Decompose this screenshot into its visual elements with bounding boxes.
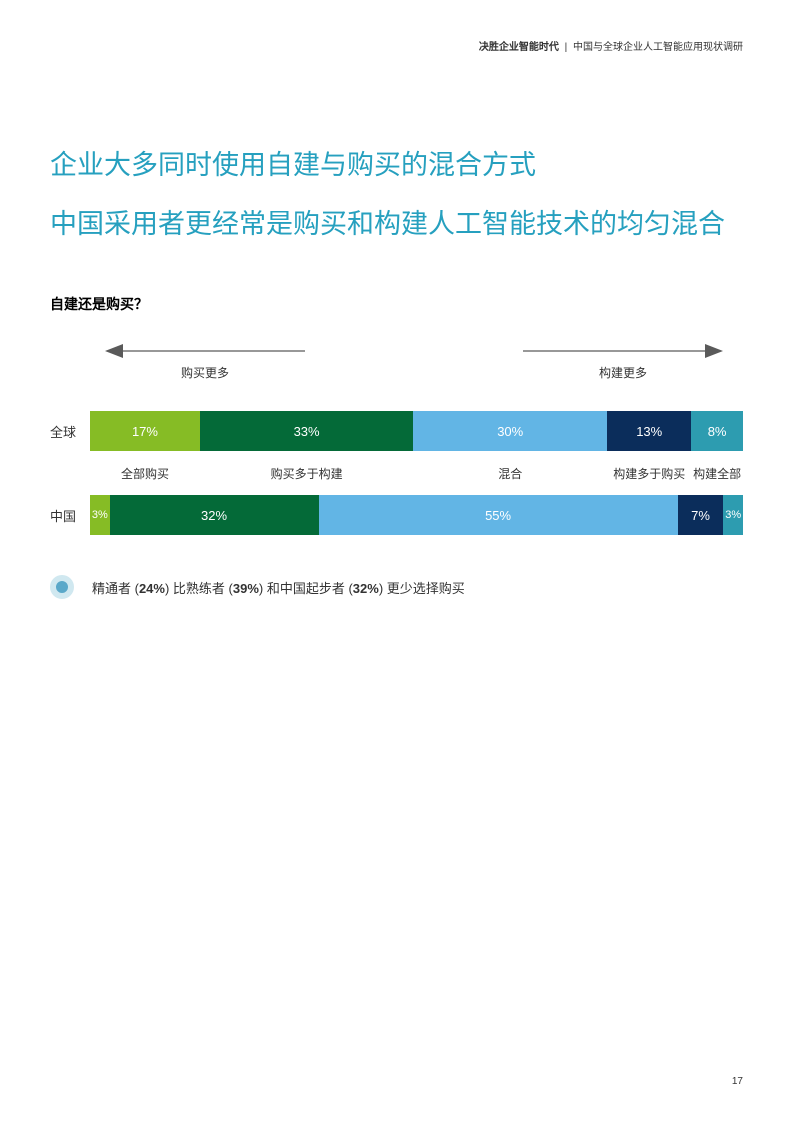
bar-segment: 17% — [90, 411, 200, 451]
bar-segment: 32% — [110, 495, 319, 535]
heading-block: 企业大多同时使用自建与购买的混合方式 中国采用者更经常是购买和构建人工智能技术的… — [50, 145, 743, 244]
arrow-row: 购买更多 构建更多 — [50, 344, 743, 381]
category-label: 全部购买 — [90, 465, 200, 482]
arrow-left-group: 购买更多 — [105, 344, 305, 381]
arrow-right-label: 构建更多 — [599, 364, 647, 381]
bar-segment: 33% — [200, 411, 413, 451]
bar-segment: 3% — [723, 495, 743, 535]
category-row: 全部购买购买多于构建混合构建多于购买构建全部 — [90, 459, 743, 487]
insight-text: 精通者 (24%) 比熟练者 (39%) 和中国起步者 (32%) 更少选择购买 — [92, 578, 465, 597]
category-label: 购买多于构建 — [200, 465, 413, 482]
header-rest: 中国与全球企业人工智能应用现状调研 — [573, 42, 743, 53]
insight-row: 精通者 (24%) 比熟练者 (39%) 和中国起步者 (32%) 更少选择购买 — [50, 575, 743, 599]
bar-segment: 8% — [691, 411, 743, 451]
stacked-bar: 3%32%55%7%3% — [90, 495, 743, 535]
bar-segment: 13% — [607, 411, 691, 451]
stacked-bar-chart: 全球17%33%30%13%8%全部购买购买多于构建混合构建多于购买构建全部中国… — [50, 411, 743, 535]
heading-1: 企业大多同时使用自建与购买的混合方式 — [50, 145, 743, 186]
bar-segment: 55% — [319, 495, 678, 535]
bar-row: 全球17%33%30%13%8% — [50, 411, 743, 451]
chart-subtitle: 自建还是购买？ — [50, 294, 743, 314]
bar-row-label: 中国 — [50, 506, 90, 525]
bar-segment: 30% — [413, 411, 607, 451]
bar-row: 中国3%32%55%7%3% — [50, 495, 743, 535]
bullet-icon — [50, 575, 74, 599]
category-label: 构建多于购买 — [607, 465, 691, 482]
bar-segment: 7% — [678, 495, 724, 535]
arrow-left-icon — [105, 344, 305, 358]
header-bold: 决胜企业智能时代 — [479, 42, 559, 53]
arrow-right-icon — [523, 344, 723, 358]
header-sep: | — [565, 42, 568, 53]
bar-segment: 3% — [90, 495, 110, 535]
heading-2: 中国采用者更经常是购买和构建人工智能技术的均匀混合 — [50, 204, 743, 245]
arrow-right-group: 构建更多 — [523, 344, 723, 381]
category-label: 混合 — [413, 465, 607, 482]
arrow-left-label: 购买更多 — [181, 364, 229, 381]
page-header: 决胜企业智能时代 | 中国与全球企业人工智能应用现状调研 — [479, 38, 743, 53]
category-label: 构建全部 — [691, 465, 743, 482]
bar-row-label: 全球 — [50, 422, 90, 441]
stacked-bar: 17%33%30%13%8% — [90, 411, 743, 451]
page-number: 17 — [732, 1076, 743, 1087]
